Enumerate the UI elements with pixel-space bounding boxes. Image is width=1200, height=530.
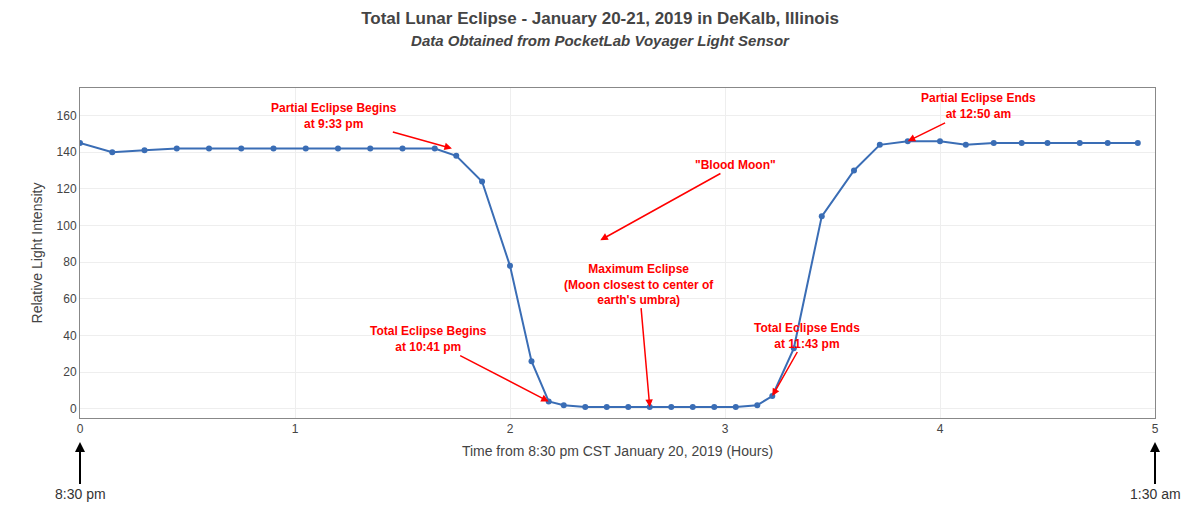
- svg-text:40: 40: [63, 329, 77, 343]
- svg-text:Partial Eclipse Endsat 12:50 a: Partial Eclipse Endsat 12:50 am: [921, 91, 1036, 121]
- svg-text:160: 160: [57, 109, 77, 123]
- svg-text:100: 100: [57, 219, 77, 233]
- svg-text:120: 120: [57, 182, 77, 196]
- svg-text:8:30 pm: 8:30 pm: [55, 486, 106, 502]
- svg-text:Total Eclipse Beginsat 10:41 p: Total Eclipse Beginsat 10:41 pm: [370, 324, 487, 354]
- svg-text:80: 80: [63, 255, 77, 269]
- svg-text:Total Lunar Eclipse - January: Total Lunar Eclipse - January 20-21, 201…: [361, 9, 839, 49]
- svg-text:"Blood Moon": "Blood Moon": [695, 158, 776, 172]
- svg-text:140: 140: [57, 145, 77, 159]
- svg-text:Partial Eclipse Beginsat 9:33: Partial Eclipse Beginsat 9:33 pm: [271, 101, 397, 131]
- svg-text:Total Eclipse Endsat 11:43 pm: Total Eclipse Endsat 11:43 pm: [754, 321, 860, 351]
- svg-text:Relative Light Intensity: Relative Light Intensity: [29, 183, 45, 324]
- svg-text:0: 0: [70, 402, 77, 416]
- svg-text:1:30 am: 1:30 am: [1130, 486, 1181, 502]
- svg-text:3: 3: [722, 422, 729, 436]
- svg-text:4: 4: [937, 422, 944, 436]
- svg-text:1: 1: [292, 422, 299, 436]
- svg-text:5: 5: [1152, 422, 1159, 436]
- svg-text:60: 60: [63, 292, 77, 306]
- svg-text:Maximum Eclipse(Moon closest t: Maximum Eclipse(Moon closest to center o…: [564, 262, 714, 307]
- svg-text:2: 2: [507, 422, 514, 436]
- svg-text:Time from 8:30 pm CST January: Time from 8:30 pm CST January 20, 2019 (…: [462, 443, 773, 459]
- svg-text:20: 20: [63, 365, 77, 379]
- svg-text:0: 0: [77, 422, 84, 436]
